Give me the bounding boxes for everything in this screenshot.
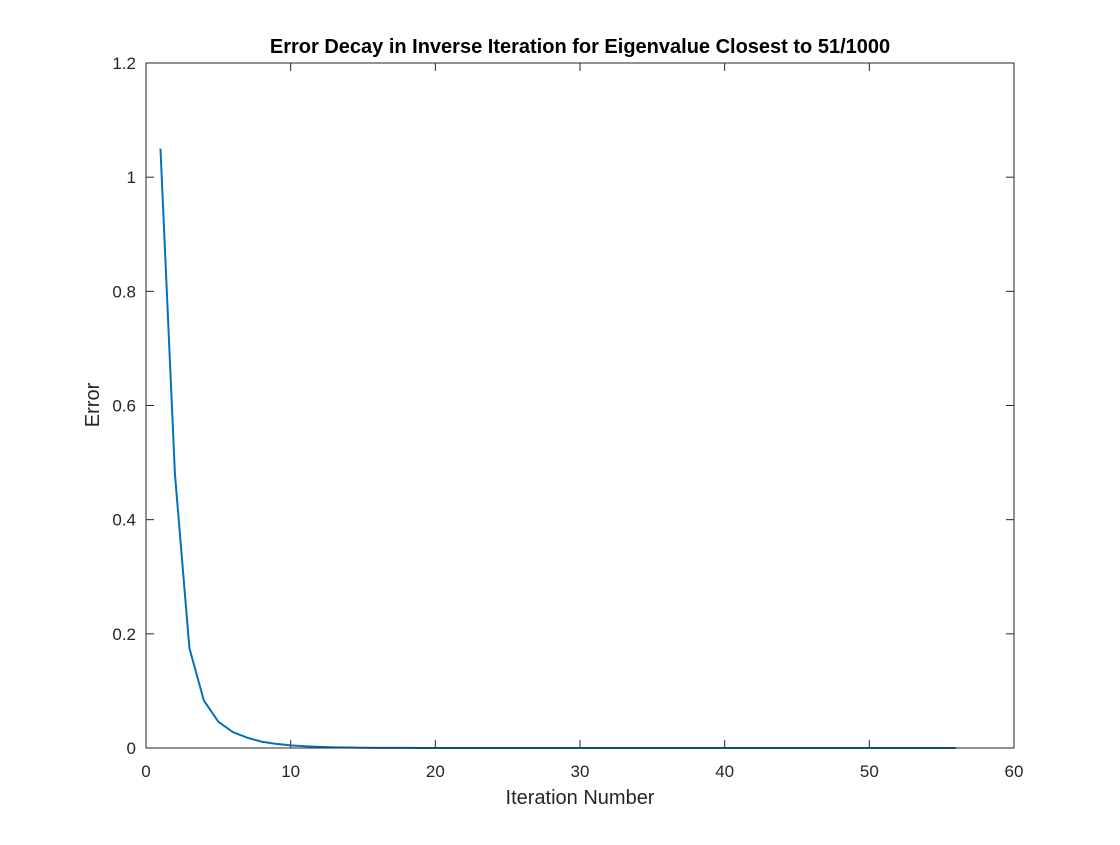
x-tick-labels: 0 10 20 30 40 50 60 [141, 762, 1023, 781]
x-tick-label: 60 [1005, 762, 1024, 781]
y-tick-label: 0 [127, 739, 136, 758]
chart-title: Error Decay in Inverse Iteration for Eig… [270, 36, 890, 58]
y-tick-label: 0.2 [112, 625, 136, 644]
axes-box [145, 62, 1015, 749]
x-tick-label: 0 [141, 762, 150, 781]
y-tick-label: 1.2 [112, 54, 136, 73]
y-tick-label: 0.6 [112, 397, 136, 416]
x-tick-label: 30 [571, 762, 590, 781]
y-tick-labels: 0 0.2 0.4 0.6 0.8 1 1.2 [112, 54, 136, 758]
plot-area [146, 63, 1014, 748]
x-tick-label: 40 [715, 762, 734, 781]
y-tick-label: 0.4 [112, 511, 136, 530]
x-tick-label: 20 [426, 762, 445, 781]
y-tick-label: 0.8 [112, 282, 136, 301]
x-axis-label: Iteration Number [506, 787, 655, 809]
y-tick-label: 1 [127, 168, 136, 187]
x-tick-label: 50 [860, 762, 879, 781]
x-tick-label: 10 [281, 762, 300, 781]
y-axis-label: Error [82, 382, 104, 427]
